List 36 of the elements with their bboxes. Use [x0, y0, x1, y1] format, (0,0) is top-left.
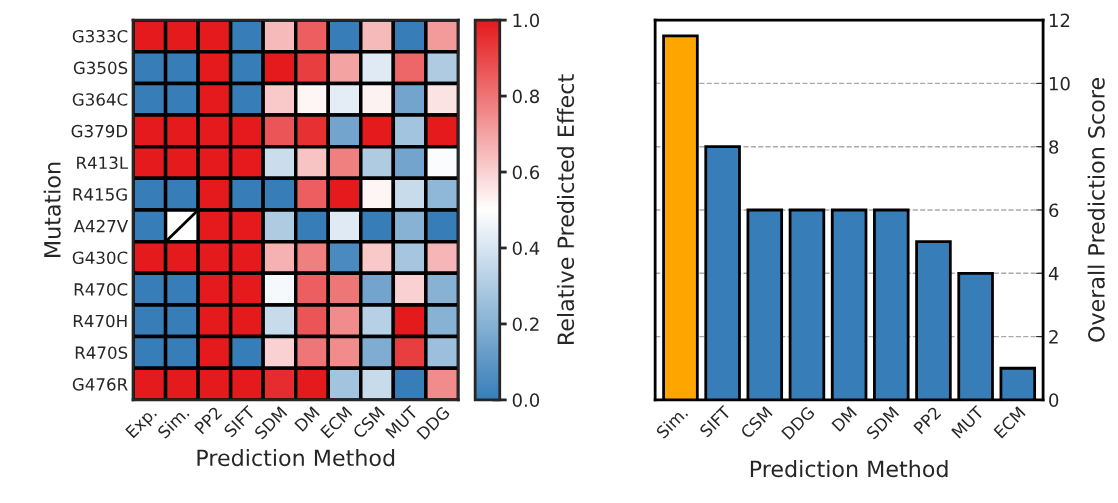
y-tick-label: G430C	[72, 251, 128, 265]
x-tick-label: DM	[831, 406, 857, 432]
x-tick-label: PP2	[194, 406, 223, 435]
y-tick-label: G364C	[72, 93, 128, 106]
y-tick-label: 4	[1048, 266, 1059, 281]
y-tick-label: 2	[1049, 330, 1058, 344]
x-tick-label: Sim.	[156, 406, 190, 440]
color-bar-label: 0.0	[512, 393, 540, 407]
color-bar-title: Relative Predicted Effect	[556, 74, 575, 344]
y-tick-label: G350S	[73, 61, 128, 75]
y-tick-label: G476R	[72, 378, 128, 391]
x-axis-title: Prediction Method	[750, 460, 948, 478]
y-tick-label: R413L	[77, 156, 129, 170]
y-tick-label: 12	[1049, 13, 1070, 27]
y-tick-label: 0	[1049, 393, 1059, 407]
y-tick-label: G333C	[72, 29, 128, 43]
color-bar-label: 0.6	[512, 165, 540, 180]
y-tick-label: A427V	[73, 219, 129, 233]
y-tick-label: R415G	[73, 188, 127, 201]
x-tick-label: DM	[294, 406, 320, 432]
x-axis-title: Prediction Method	[197, 448, 395, 467]
y-axis-title: Mutation	[43, 162, 61, 257]
y-tick-label: 10	[1049, 76, 1070, 91]
color-bar-label: 0.2	[512, 317, 539, 332]
y-tick-label: G379D	[71, 124, 128, 138]
color-bar-label: 0.4	[512, 241, 540, 256]
y-axis-title: Overall Prediction Score	[1087, 78, 1105, 342]
x-tick-label: Sim.	[655, 406, 689, 440]
y-tick-label: R470C	[74, 283, 128, 296]
color-bar-label: 0.8	[512, 89, 540, 104]
y-tick-label: R470H	[73, 314, 127, 328]
y-tick-label: 8	[1049, 140, 1059, 154]
x-tick-label: PP2	[913, 406, 942, 435]
color-bar-label: 1.0	[513, 13, 540, 28]
y-tick-label: 6	[1049, 203, 1059, 218]
y-tick-label: R470S	[75, 346, 128, 359]
